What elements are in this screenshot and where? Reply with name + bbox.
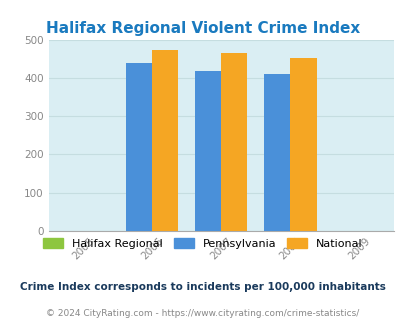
Bar xyxy=(194,71,221,231)
Bar xyxy=(221,53,247,231)
Bar xyxy=(152,50,178,231)
Text: Halifax Regional Violent Crime Index: Halifax Regional Violent Crime Index xyxy=(46,21,359,36)
Bar xyxy=(290,58,316,231)
Text: © 2024 CityRating.com - https://www.cityrating.com/crime-statistics/: © 2024 CityRating.com - https://www.city… xyxy=(46,309,359,318)
Bar xyxy=(126,63,152,231)
Bar xyxy=(263,74,290,231)
Text: Crime Index corresponds to incidents per 100,000 inhabitants: Crime Index corresponds to incidents per… xyxy=(20,282,385,292)
Legend: Halifax Regional, Pennsylvania, National: Halifax Regional, Pennsylvania, National xyxy=(38,234,367,253)
